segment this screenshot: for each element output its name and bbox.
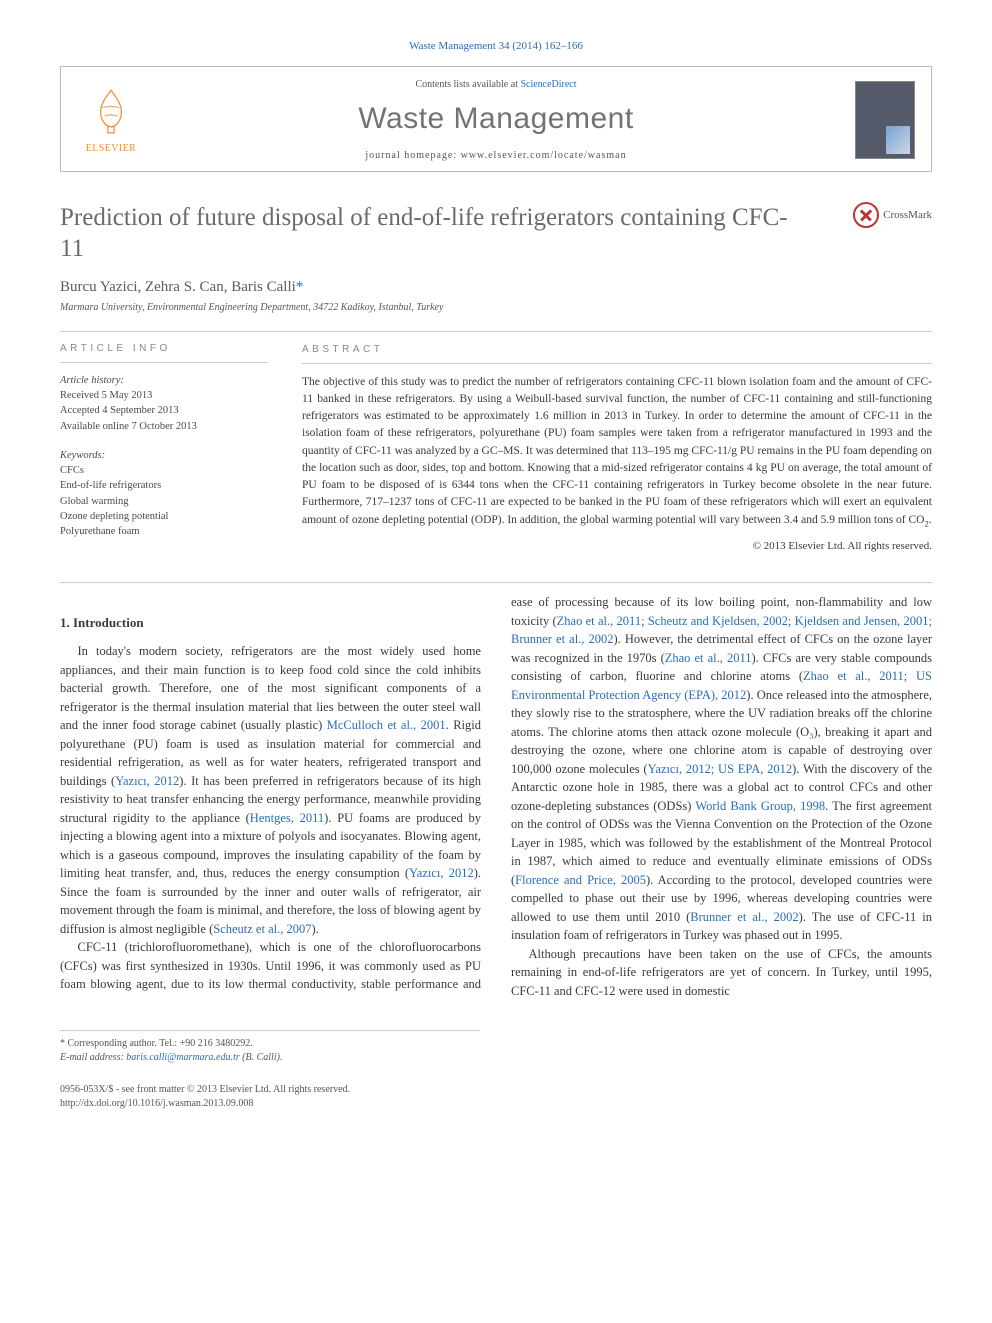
history-label: Article history: (60, 373, 268, 388)
elsevier-label: ELSEVIER (77, 143, 145, 154)
history-received: Received 5 May 2013 (60, 388, 268, 403)
divider (60, 582, 932, 583)
crossmark-icon (853, 202, 879, 228)
footnote-email-who: (B. Calli). (242, 1052, 282, 1063)
publisher-logo: ELSEVIER (77, 85, 145, 154)
corresponding-asterisk: * (296, 279, 304, 295)
citation-link[interactable]: Yazıcı, 2012 (115, 774, 179, 788)
abstract-text: The objective of this study was to predi… (302, 376, 932, 526)
history-online: Available online 7 October 2013 (60, 419, 268, 434)
abstract-head: ABSTRACT (302, 342, 932, 357)
citation-link[interactable]: Brunner et al., 2002 (690, 910, 798, 924)
keyword-item: CFCs (60, 463, 268, 478)
article-info-head: ARTICLE INFO (60, 342, 268, 357)
journal-cover-thumbnail (855, 81, 915, 159)
keywords-head: Keywords: (60, 448, 268, 463)
footnote-email[interactable]: baris.calli@marmara.edu.tr (126, 1052, 239, 1063)
article-info-column: ARTICLE INFO Article history: Received 5… (60, 342, 268, 555)
footer-bar: 0956-053X/$ - see front matter © 2013 El… (60, 1083, 932, 1111)
citation-link[interactable]: Florence and Price, 2005 (515, 873, 646, 887)
contents-available-line: Contents lists available at ScienceDirec… (79, 79, 913, 90)
citation-link[interactable]: Hentges, 2011 (250, 811, 324, 825)
keywords-list: CFCsEnd-of-life refrigeratorsGlobal warm… (60, 463, 268, 539)
contents-pre: Contents lists available at (415, 79, 520, 90)
author-list: Burcu Yazici, Zehra S. Can, Baris Calli* (60, 279, 932, 296)
elsevier-tree-icon (85, 85, 137, 137)
journal-name: Waste Management (79, 102, 913, 136)
abstract-column: ABSTRACT The objective of this study was… (302, 342, 932, 555)
citation-link[interactable]: Yazıcı, 2012 (409, 866, 474, 880)
keyword-item: Global warming (60, 494, 268, 509)
footnote-email-label: E-mail address: (60, 1052, 124, 1063)
citation-link[interactable]: Zhao et al., 2011; US Environmental Prot… (511, 669, 932, 702)
footer-doi[interactable]: http://dx.doi.org/10.1016/j.wasman.2013.… (60, 1097, 932, 1111)
citation-link[interactable]: Zhao et al., 2011 (665, 651, 752, 665)
info-abstract-row: ARTICLE INFO Article history: Received 5… (60, 342, 932, 555)
abstract-tail: . (929, 514, 932, 526)
citation-link[interactable]: Zhao et al., 2011; Scheutz and Kjeldsen,… (511, 614, 932, 647)
article-title: Prediction of future disposal of end-of-… (60, 202, 800, 265)
journal-citation: Waste Management 34 (2014) 162–166 (60, 40, 932, 52)
keyword-item: End-of-life refrigerators (60, 478, 268, 493)
citation-link[interactable]: McCulloch et al., 2001 (327, 718, 446, 732)
body-paragraph: In today's modern society, refrigerators… (60, 642, 481, 938)
abstract-copyright: © 2013 Elsevier Ltd. All rights reserved… (302, 538, 932, 555)
history-accepted: Accepted 4 September 2013 (60, 403, 268, 418)
journal-header-box: ELSEVIER Contents lists available at Sci… (60, 66, 932, 172)
author-names: Burcu Yazici, Zehra S. Can, Baris Calli (60, 279, 296, 295)
section-intro-head: 1. Introduction (60, 613, 481, 632)
citation-link[interactable]: Yazıcı, 2012; US EPA, 2012 (648, 762, 793, 776)
footnotes: * Corresponding author. Tel.: +90 216 34… (60, 1030, 480, 1065)
divider (60, 331, 932, 332)
footnote-corresponding: * Corresponding author. Tel.: +90 216 34… (60, 1037, 480, 1051)
keyword-item: Polyurethane foam (60, 524, 268, 539)
footer-issn: 0956-053X/$ - see front matter © 2013 El… (60, 1083, 932, 1097)
keyword-item: Ozone depleting potential (60, 509, 268, 524)
affiliation: Marmara University, Environmental Engine… (60, 302, 932, 313)
crossmark-label: CrossMark (883, 209, 932, 221)
crossmark-badge[interactable]: CrossMark (853, 202, 932, 228)
sciencedirect-link[interactable]: ScienceDirect (520, 79, 576, 90)
body-paragraph: Although precautions have been taken on … (511, 945, 932, 1001)
citation-link[interactable]: World Bank Group, 1998 (695, 799, 825, 813)
citation-link[interactable]: Scheutz et al., 2007 (213, 922, 311, 936)
body-columns: 1. Introduction In today's modern societ… (60, 593, 932, 1000)
body-container: 1. Introduction In today's modern societ… (60, 593, 932, 1000)
journal-homepage-line: journal homepage: www.elsevier.com/locat… (79, 150, 913, 161)
